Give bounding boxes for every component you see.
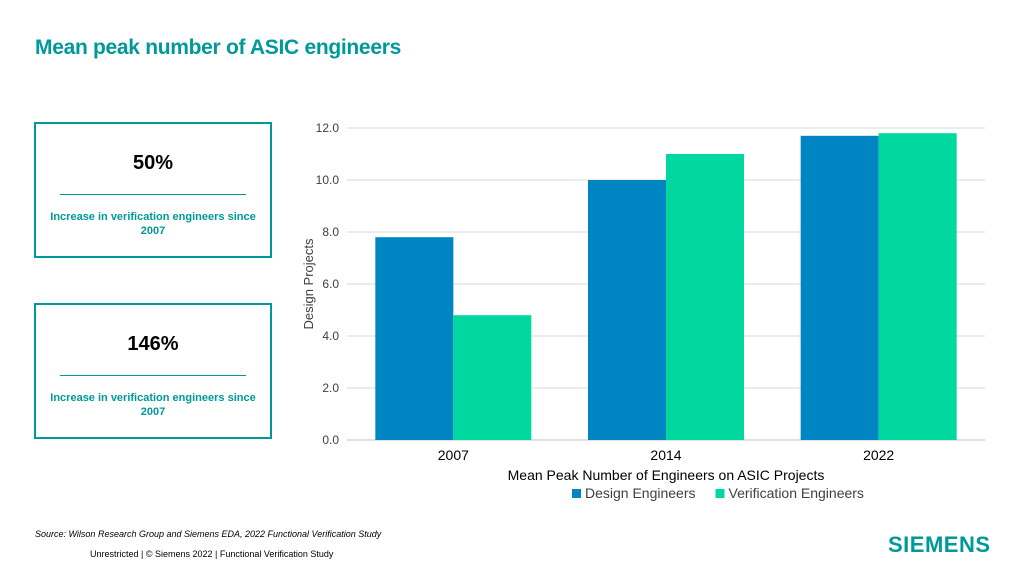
bar-design-engineers: [588, 180, 666, 440]
source-note: Source: Wilson Research Group and Siemen…: [35, 529, 382, 539]
y-tick-label: 4.0: [322, 329, 339, 343]
bar-design-engineers: [375, 237, 454, 440]
footer-classification: Unrestricted | © Siemens 2022 | Function…: [90, 549, 334, 559]
slide-title: Mean peak number of ASIC engineers: [35, 36, 401, 59]
stat-card-2: 146% Increase in verification engineers …: [34, 303, 272, 439]
stat-value: 146%: [127, 333, 179, 355]
y-tick-label: 8.0: [322, 225, 339, 239]
bar-chart: 0.0 2.0 4.0 6.0 8.0 10.0 12.0 2007 2014 2022 Mean …: [301, 121, 985, 501]
x-tick-label: 2014: [650, 447, 681, 463]
y-tick-label: 12.0: [316, 121, 340, 135]
bar-verification-engineers: [878, 133, 957, 440]
bar-design-engineers: [800, 135, 879, 441]
y-axis-title: Design Projects: [301, 238, 316, 330]
stat-card-1: 50% Increase in verification engineers s…: [34, 122, 272, 258]
legend-swatch: [715, 489, 725, 498]
stat-description: Increase in verification engineers since…: [50, 392, 256, 418]
y-tick-label: 0.0: [322, 433, 339, 447]
stat-value: 50%: [132, 152, 174, 174]
x-axis-title: Mean Peak Number of Engineers on ASIC Pr…: [508, 467, 825, 483]
stat-divider: [60, 375, 246, 376]
y-tick-label: 2.0: [322, 381, 339, 395]
bar-verification-engineers: [453, 315, 532, 440]
stat-divider: [60, 194, 246, 195]
bar-verification-engineers: [666, 154, 744, 440]
stat-description: Increase in verification engineers since…: [50, 211, 256, 237]
y-tick-label: 6.0: [322, 277, 339, 291]
y-tick-label: 10.0: [316, 173, 340, 187]
legend-swatch: [572, 489, 581, 498]
x-tick-label: 2007: [438, 447, 469, 463]
legend-label: Design Engineers: [585, 485, 696, 501]
legend-label: Verification Engineers: [729, 485, 864, 501]
siemens-logo: SIEMENS: [888, 532, 991, 557]
x-tick-label: 2022: [863, 447, 894, 463]
